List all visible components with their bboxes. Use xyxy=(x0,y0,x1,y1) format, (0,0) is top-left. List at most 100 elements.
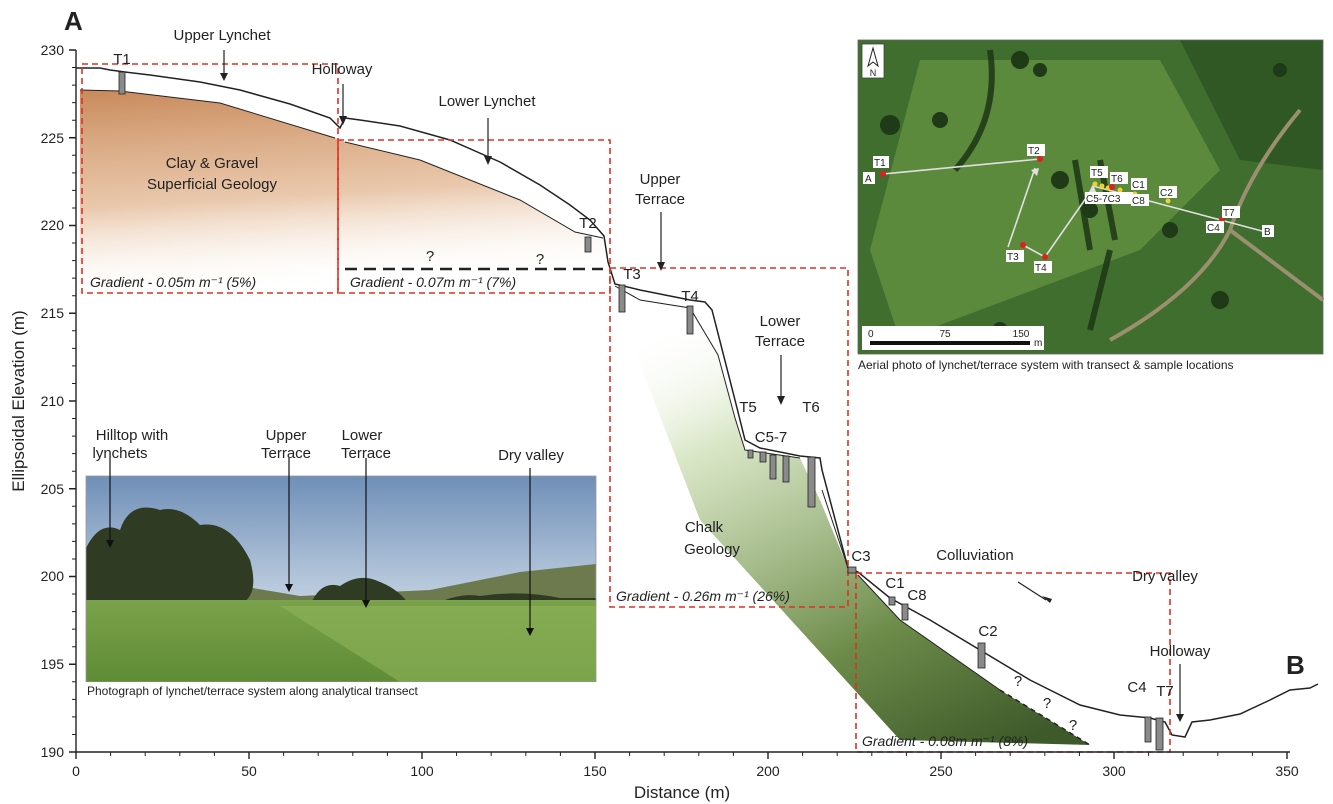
label-clay-geology-2: Superficial Geology xyxy=(147,176,278,193)
sample-label-c1: C1 xyxy=(885,575,904,592)
x-tick-200: 200 xyxy=(756,763,780,779)
x-tick-labels: 0 50 100 150 200 250 300 350 xyxy=(72,763,1299,779)
gradient-label-3: Gradient - 0.26m m⁻¹ (26%) xyxy=(616,588,790,604)
aerial-label-t3: T3 xyxy=(1007,252,1019,263)
core-c6 xyxy=(769,454,777,480)
aerial-photo-inset: T1 A T2 T3 T4 T5 T6 C5-7C3 C1 C8 C2 T7 C… xyxy=(857,39,1325,372)
label-holloway-top: Holloway xyxy=(312,61,373,78)
photo-caption: Photograph of lynchet/terrace system alo… xyxy=(87,684,419,698)
photo-label-hilltop-2: lynchets xyxy=(92,445,147,462)
label-lower-lynchet: Lower Lynchet xyxy=(438,93,536,110)
uncertain-mark-5: ? xyxy=(1069,717,1077,734)
scale-label-75: 75 xyxy=(939,329,951,340)
aerial-field-light xyxy=(870,60,1220,340)
photograph-inset: Photograph of lynchet/terrace system alo… xyxy=(85,427,597,700)
y-tick-215: 215 xyxy=(41,305,65,321)
sample-label-t2: T2 xyxy=(579,215,597,232)
ground-profile xyxy=(76,67,1319,738)
y-axis-title: Ellipsoidal Elevation (m) xyxy=(9,310,28,491)
aerial-label-t4: T4 xyxy=(1035,263,1047,274)
photo-label-dry-valley: Dry valley xyxy=(498,447,564,464)
feature-arrows xyxy=(223,50,1181,714)
gradient-label-2: Gradient - 0.07m m⁻¹ (7%) xyxy=(350,274,516,290)
sample-label-c8: C8 xyxy=(907,587,926,604)
core-t1 xyxy=(118,71,126,95)
sample-label-c2: C2 xyxy=(978,623,997,640)
north-arrow-box xyxy=(861,43,885,79)
core-t4 xyxy=(686,305,694,335)
sample-label-t1: T1 xyxy=(113,51,131,68)
core-t6 xyxy=(807,456,816,508)
scale-label-150: 150 xyxy=(1013,329,1030,340)
aerial-labels: T1 A T2 T3 T4 T5 T6 C5-7C3 C1 C8 C2 T7 C… xyxy=(865,146,1271,274)
photo-arrows xyxy=(109,458,531,628)
aerial-label-t5: T5 xyxy=(1091,168,1103,179)
label-upper-terrace-1: Upper xyxy=(640,171,681,188)
core-c8 xyxy=(901,603,909,621)
aerial-label-c4: C4 xyxy=(1207,223,1220,234)
y-tick-230: 230 xyxy=(41,42,65,58)
core-c5 xyxy=(759,451,767,463)
photo-label-upper-terrace-1: Upper xyxy=(266,427,307,444)
uncertain-mark-4: ? xyxy=(1043,695,1051,712)
aerial-caption: Aerial photo of lynchet/terrace system w… xyxy=(858,358,1234,372)
y-tick-225: 225 xyxy=(41,130,65,146)
photo-label-hilltop-1: Hilltop with xyxy=(96,427,169,444)
uncertain-mark-1: ? xyxy=(426,248,434,265)
sample-label-t5: T5 xyxy=(739,399,757,416)
x-tick-50: 50 xyxy=(241,763,257,779)
y-tick-220: 220 xyxy=(41,217,65,233)
core-c3 xyxy=(847,566,857,574)
aerial-label-c2: C2 xyxy=(1160,188,1173,199)
label-lower-terrace-2: Terrace xyxy=(755,333,805,350)
y-tick-205: 205 xyxy=(41,481,65,497)
core-t3 xyxy=(618,284,626,313)
x-tick-0: 0 xyxy=(72,763,80,779)
label-upper-terrace-2: Terrace xyxy=(635,191,685,208)
gradient-box-3 xyxy=(609,267,849,608)
aerial-track xyxy=(1109,108,1325,342)
core-c7 xyxy=(782,455,790,483)
core-t7 xyxy=(1155,717,1164,751)
y-tick-190: 190 xyxy=(41,744,65,760)
aerial-label-t7: T7 xyxy=(1223,208,1235,219)
aerial-label-a: A xyxy=(865,174,872,185)
aerial-label-t2: T2 xyxy=(1028,146,1040,157)
photo-caption-bg xyxy=(86,682,596,700)
y-tick-210: 210 xyxy=(41,393,65,409)
sample-label-c5-7: C5-7 xyxy=(755,429,788,446)
label-lower-terrace-1: Lower xyxy=(760,313,801,330)
label-dry-valley: Dry valley xyxy=(1132,568,1198,585)
aerial-label-t6: T6 xyxy=(1111,174,1123,185)
label-upper-lynchet: Upper Lynchet xyxy=(173,27,271,44)
label-clay-geology-1: Clay & Gravel xyxy=(166,155,259,172)
aerial-label-c5-7c3: C5-7C3 xyxy=(1086,194,1121,205)
x-axis-title: Distance (m) xyxy=(634,783,730,802)
aerial-hedgerows xyxy=(952,49,1118,331)
sample-label-c3: C3 xyxy=(851,548,870,565)
x-tick-100: 100 xyxy=(410,763,434,779)
feature-arrowheads xyxy=(220,73,1184,722)
aerial-transect-arrowheads xyxy=(1031,168,1096,192)
scale-label-unit: m xyxy=(1034,338,1042,349)
x-tick-250: 250 xyxy=(929,763,953,779)
label-chalk-geology-2: Geology xyxy=(684,541,740,558)
clay-gravel-fill xyxy=(80,90,610,300)
core-c4 xyxy=(1144,716,1152,743)
sample-label-t6: T6 xyxy=(802,399,820,416)
sample-label-t4: T4 xyxy=(681,288,699,305)
aerial-label-b: B xyxy=(1264,227,1271,238)
aerial-label-t1: T1 xyxy=(874,158,886,169)
label-holloway-bottom: Holloway xyxy=(1150,643,1211,660)
photo-label-lower-terrace-1: Lower xyxy=(342,427,383,444)
photo-trees xyxy=(86,507,596,608)
scale-bar-box xyxy=(862,326,1044,350)
x-tick-150: 150 xyxy=(583,763,607,779)
x-tick-350: 350 xyxy=(1275,763,1299,779)
sample-label-c4: C4 xyxy=(1127,679,1146,696)
sample-label-t3: T3 xyxy=(623,266,641,283)
lower-slope-inner-line xyxy=(614,285,1001,691)
core-columns xyxy=(118,71,1164,751)
y-tick-labels: 230 225 220 215 210 205 200 195 190 xyxy=(41,42,65,760)
